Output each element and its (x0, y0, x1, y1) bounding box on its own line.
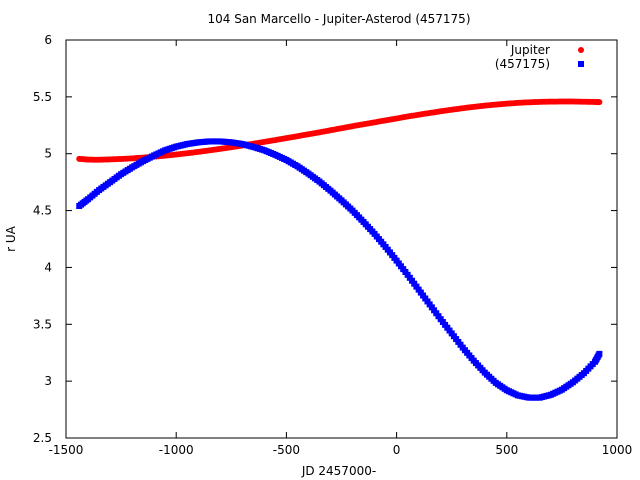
y-axis-label: r UA (4, 225, 18, 252)
y-tick-label: 5.5 (33, 90, 52, 104)
plot-frame (65, 39, 618, 439)
x-tick-label: 0 (393, 443, 401, 457)
x-tick-label: 1000 (602, 443, 633, 457)
y-tick-label: 5 (44, 147, 52, 161)
series-457175 (76, 138, 603, 401)
y-tick-label: 3 (44, 374, 52, 388)
chart-title: 104 San Marcello - Jupiter-Asterod (4571… (207, 12, 470, 26)
y-tick-label: 3.5 (33, 317, 52, 331)
axis-ticks (65, 39, 618, 439)
legend-marker-457175 (578, 61, 584, 67)
legend-label-jupiter: Jupiter (510, 43, 550, 57)
y-tick-label: 4.5 (33, 204, 52, 218)
y-tick-label: 2.5 (33, 431, 52, 445)
457175-point (596, 350, 603, 357)
x-tick-label: -1000 (159, 443, 194, 457)
axis-tick-labels: -1500 -1000 -500 0 500 1000 2.5 3 3.5 4 4.5 5 5.5 6 (33, 33, 632, 457)
x-tick-label: -1500 (49, 443, 84, 457)
x-tick-label: 500 (495, 443, 518, 457)
legend-marker-jupiter (578, 47, 584, 53)
jupiter-point (596, 99, 603, 106)
x-axis-label: JD 2457000- (301, 464, 376, 478)
y-tick-label: 6 (44, 33, 52, 47)
series-layer (76, 98, 603, 401)
legend: Jupiter(457175) (495, 43, 584, 71)
y-tick-label: 4 (44, 260, 52, 274)
legend-label-457175: (457175) (495, 57, 550, 71)
x-tick-label: -500 (273, 443, 300, 457)
